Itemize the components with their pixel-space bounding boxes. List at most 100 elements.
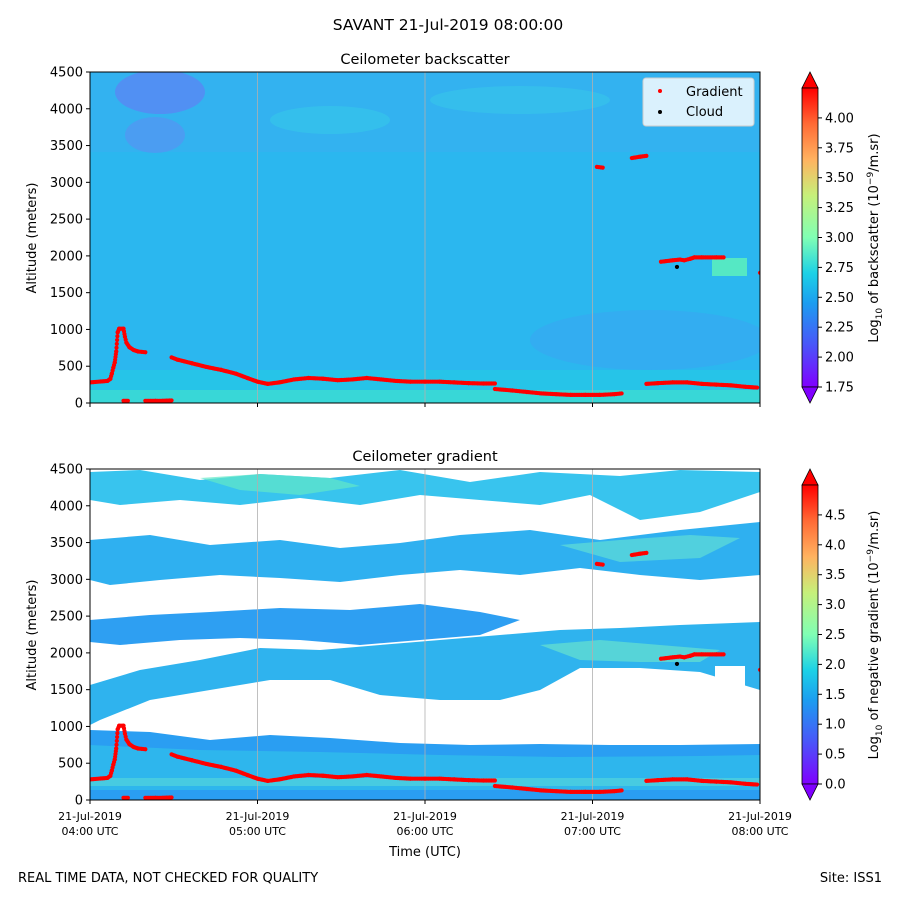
gradient-point bbox=[757, 667, 760, 672]
colorbar-tick-label: 3.5 bbox=[825, 568, 846, 583]
gradient-point bbox=[754, 385, 760, 390]
gradient-cloud-gap bbox=[715, 666, 745, 694]
gradient-point bbox=[114, 738, 119, 743]
gradient-point bbox=[765, 668, 769, 672]
gradient-point bbox=[721, 652, 726, 657]
y-tick-label: 2000 bbox=[50, 646, 83, 661]
backscatter-markers bbox=[90, 153, 774, 403]
gradient-point bbox=[169, 795, 174, 800]
cloud-point bbox=[674, 264, 680, 270]
gradient-y-ticks: 0 500 1000 1500 2000 2500 3000 3500 4000 4500 bbox=[50, 463, 90, 809]
colorbar-tick-label: 3.25 bbox=[825, 201, 854, 216]
y-tick-label: 1500 bbox=[50, 683, 83, 698]
x-tick-label-time: 05:00 UTC bbox=[229, 825, 286, 838]
gradient-point bbox=[143, 350, 148, 355]
figure-title: SAVANT 21-Jul-2019 08:00:00 bbox=[333, 16, 563, 34]
legend-box bbox=[642, 77, 755, 127]
backscatter-ylabel: Altitude (meters) bbox=[25, 183, 40, 294]
gradient-layer-2100 bbox=[90, 604, 520, 645]
y-tick-label: 3500 bbox=[50, 139, 83, 154]
gradient-point bbox=[492, 381, 498, 386]
gradient-point bbox=[644, 550, 649, 555]
gradient-ylabel: Altitude (meters) bbox=[25, 580, 40, 691]
gradient-point bbox=[765, 271, 769, 275]
gradient-point bbox=[114, 742, 119, 747]
colorbar-tick-label: 4.5 bbox=[825, 508, 846, 523]
gradient-point bbox=[115, 334, 120, 339]
colorbar-tick-label: 2.25 bbox=[825, 321, 854, 336]
gradient-point bbox=[114, 349, 119, 354]
y-tick-label: 2500 bbox=[50, 213, 83, 228]
x-tick-label-date: 21-Jul-2019 bbox=[393, 810, 457, 823]
gradient-x-ticks: 21-Jul-2019 04:00 UTC 21-Jul-2019 05:00 UTC… bbox=[58, 800, 792, 838]
y-tick-label: 3000 bbox=[50, 176, 83, 191]
backscatter-x-ticks bbox=[89, 403, 761, 407]
y-tick-label: 4000 bbox=[50, 102, 83, 117]
backscatter-patch bbox=[530, 310, 760, 370]
colorbar-tick-label: 2.00 bbox=[825, 351, 854, 366]
colorbar-tick-label: 3.00 bbox=[825, 231, 854, 246]
gradient-point bbox=[765, 668, 769, 672]
y-tick-label: 1000 bbox=[50, 720, 83, 735]
backscatter-colorbar-label: Log10 of backscatter (10−9/m.sr) bbox=[866, 133, 885, 342]
backscatter-cloud-patch bbox=[712, 258, 747, 276]
x-tick-label-time: 08:00 UTC bbox=[731, 825, 788, 838]
y-tick-label: 4000 bbox=[50, 499, 83, 514]
y-tick-label: 0 bbox=[75, 794, 83, 809]
y-tick-label: 500 bbox=[58, 757, 83, 772]
gradient-point bbox=[767, 668, 771, 672]
gradient-point bbox=[114, 345, 119, 350]
colorbar-ticks: 1.75 2.00 2.25 2.50 2.75 3.00 3.25 3.50 3.75 4.00 bbox=[818, 111, 854, 396]
legend-gradient-marker bbox=[658, 89, 662, 93]
gradient-point bbox=[600, 165, 605, 170]
y-tick-label: 0 bbox=[75, 397, 83, 412]
gradient-colorbar-label: Log10 of negative gradient (10−9/m.sr) bbox=[866, 511, 885, 760]
colorbar-tick-label: 4.0 bbox=[825, 538, 846, 553]
gradient-point bbox=[757, 270, 760, 275]
colorbar-tick-label: 0.0 bbox=[825, 778, 846, 793]
gradient-point bbox=[770, 271, 774, 275]
gradient-point bbox=[768, 271, 772, 275]
y-tick-label: 4500 bbox=[50, 66, 83, 81]
footer-quality-note: REAL TIME DATA, NOT CHECKED FOR QUALITY bbox=[18, 871, 318, 886]
colorbar-tick-label: 1.0 bbox=[825, 718, 846, 733]
colorbar-extend-min bbox=[801, 386, 819, 404]
colorbar-tick-label: 3.50 bbox=[825, 171, 854, 186]
legend-gradient-label: Gradient bbox=[686, 85, 743, 100]
y-tick-label: 3500 bbox=[50, 536, 83, 551]
gradient-point bbox=[765, 271, 769, 275]
legend: Gradient Cloud bbox=[642, 77, 755, 127]
gradient-title: Ceilometer gradient bbox=[352, 449, 498, 465]
gradient-point bbox=[644, 153, 649, 158]
y-tick-label: 2000 bbox=[50, 249, 83, 264]
colorbar-bar bbox=[801, 484, 819, 785]
x-tick-label-time: 04:00 UTC bbox=[61, 825, 118, 838]
colorbar-tick-label: 3.75 bbox=[825, 141, 854, 156]
gradient-point bbox=[114, 337, 120, 343]
gradient-layer-3000-core bbox=[560, 535, 740, 562]
gradient-point bbox=[754, 782, 760, 787]
cloud-point bbox=[674, 661, 680, 667]
y-tick-label: 3000 bbox=[50, 573, 83, 588]
y-tick-label: 4500 bbox=[50, 463, 83, 478]
colorbar-extend-max bbox=[801, 468, 819, 486]
backscatter-y-ticks: 0 500 1000 1500 2000 2500 3000 3500 4000 4500 bbox=[50, 66, 90, 412]
gradient-point bbox=[619, 391, 624, 396]
x-tick-label-time: 06:00 UTC bbox=[396, 825, 453, 838]
colorbar-ticks: 0.0 0.5 1.0 1.5 2.0 2.5 3.0 3.5 4.0 4.5 bbox=[818, 508, 846, 793]
colorbar-extend-min bbox=[801, 783, 819, 801]
backscatter-low-patch bbox=[125, 117, 185, 153]
y-tick-label: 500 bbox=[58, 360, 83, 375]
gradient-point bbox=[767, 271, 771, 275]
backscatter-low-patch bbox=[115, 72, 205, 114]
gradient-point bbox=[492, 778, 498, 783]
y-tick-label: 1500 bbox=[50, 286, 83, 301]
backscatter-panel: Ceilometer backscatter 0 500 1000 1500 2000 2… bbox=[25, 52, 885, 412]
legend-cloud-marker bbox=[658, 110, 662, 114]
gradient-point bbox=[721, 255, 726, 260]
gradient-point bbox=[114, 746, 119, 751]
x-tick-label-date: 21-Jul-2019 bbox=[561, 810, 625, 823]
gradient-point bbox=[762, 668, 766, 672]
gradient-point bbox=[763, 668, 767, 672]
